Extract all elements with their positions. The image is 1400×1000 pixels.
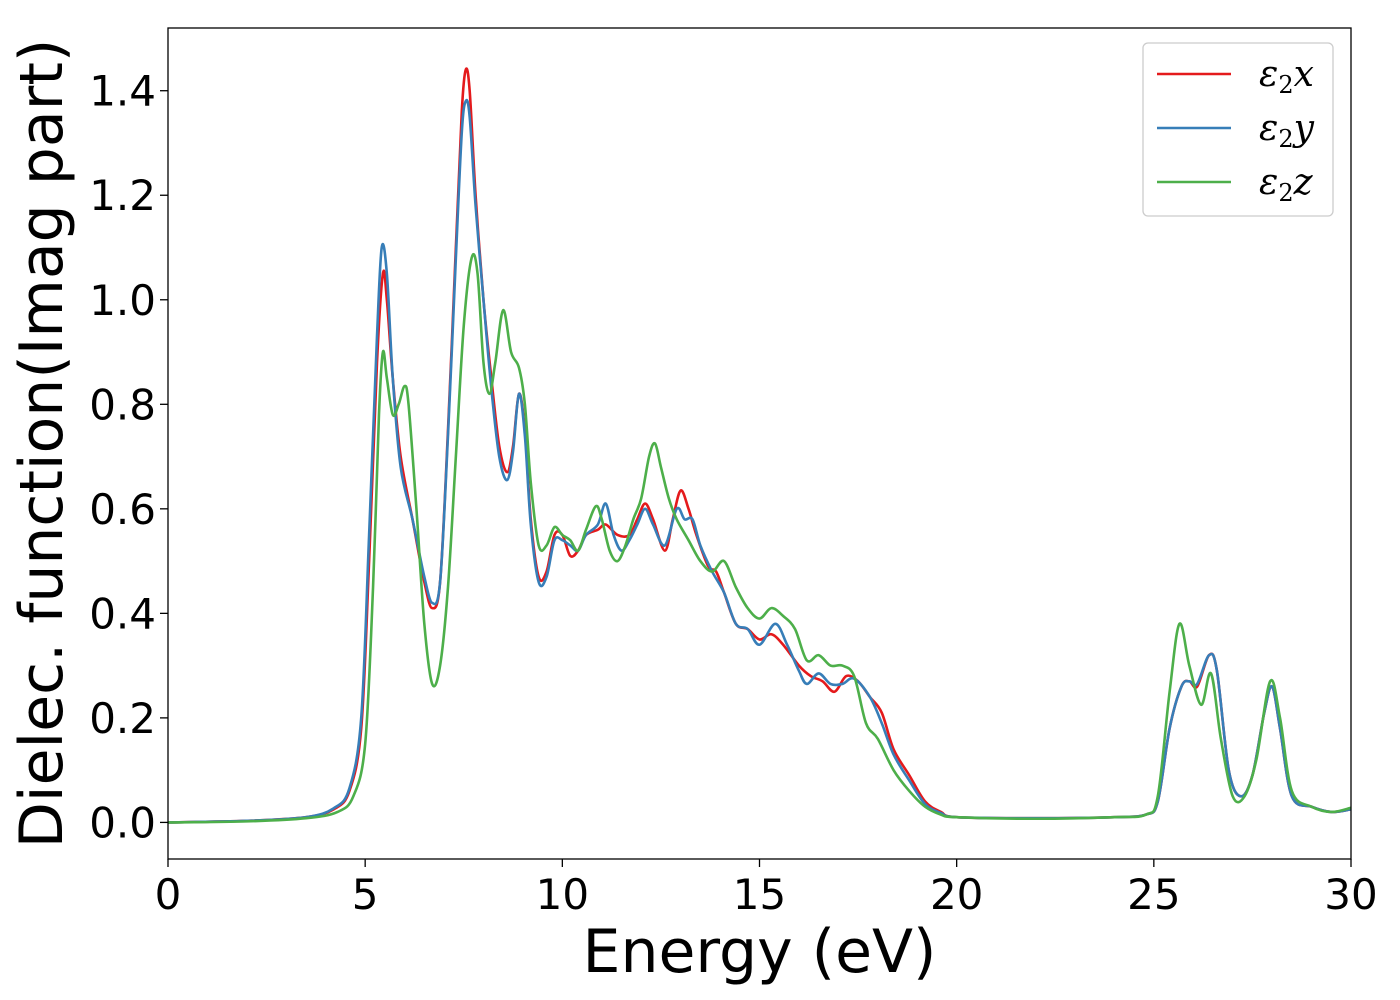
x-tick-label: 20: [930, 870, 983, 919]
x-tick-label: 30: [1324, 870, 1377, 919]
legend-label-y: ε2y: [1259, 108, 1315, 153]
y-tick-label: 0.8: [89, 380, 156, 429]
legend-box: [1142, 42, 1334, 217]
x-tick-label: 5: [352, 870, 379, 919]
ticks-layer: 0 5 10 15 20 25 30 0.0 0.2 0.4 0.6 0.8 1.0 1.2 1.4: [89, 67, 1378, 919]
x-tick-label: 25: [1127, 870, 1180, 919]
y-tick-label: 0.0: [89, 798, 156, 847]
series-layer: [168, 67, 1351, 824]
y-tick-label: 0.4: [89, 589, 156, 638]
legend-label-z: ε2z: [1259, 162, 1314, 207]
y-tick-label: 1.0: [89, 276, 156, 325]
series-line-y: [168, 98, 1351, 824]
series-line-z: [168, 252, 1351, 824]
y-tick-label: 0.2: [89, 694, 156, 743]
y-tick-label: 1.4: [89, 67, 156, 116]
x-tick-label: 15: [733, 870, 786, 919]
y-axis-label: Dielec. function(Imag part): [7, 39, 77, 849]
y-tick-label: 0.6: [89, 485, 156, 534]
legend: ε2x ε2y ε2z: [1142, 42, 1334, 217]
y-tick-label: 1.2: [89, 171, 156, 220]
x-tick-label: 10: [536, 870, 589, 919]
legend-label-x: ε2x: [1259, 54, 1314, 99]
x-axis-label: Energy (eV): [583, 917, 937, 987]
x-tick-label: 0: [155, 870, 182, 919]
